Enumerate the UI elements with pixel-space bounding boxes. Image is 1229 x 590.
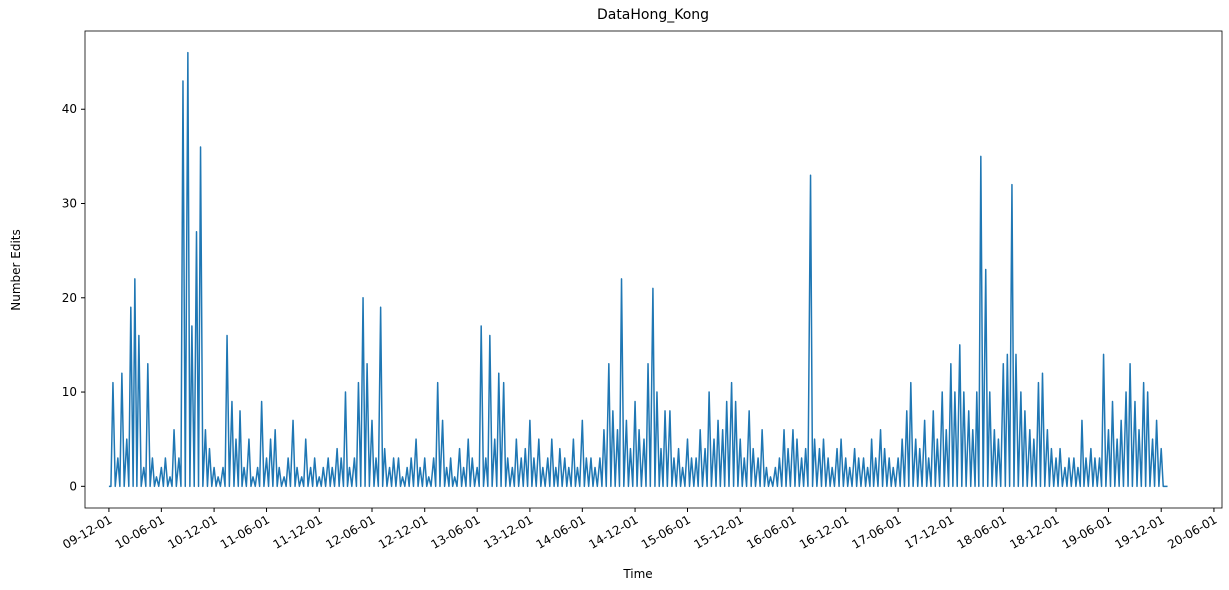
data-line bbox=[108, 51, 1168, 488]
y-tick-label: 40 bbox=[62, 102, 77, 116]
y-axis-label: Number Edits bbox=[9, 229, 23, 311]
y-tick-label: 0 bbox=[69, 479, 77, 493]
y-tick-label: 30 bbox=[62, 197, 77, 211]
x-tick-label: 09-12-01 bbox=[60, 512, 114, 551]
x-tick-label: 13-12-01 bbox=[481, 512, 535, 551]
chart-title: DataHong_Kong bbox=[597, 7, 709, 23]
x-tick-label: 11-12-01 bbox=[271, 512, 325, 551]
x-tick-label: 15-12-01 bbox=[692, 512, 746, 551]
x-tick-label: 15-06-01 bbox=[639, 512, 693, 551]
x-tick-label: 17-06-01 bbox=[849, 512, 903, 551]
x-axis-label: Time bbox=[622, 567, 652, 581]
x-tick-label: 12-06-01 bbox=[323, 512, 377, 551]
x-tick-label: 19-12-01 bbox=[1113, 512, 1167, 551]
y-tick-label: 20 bbox=[62, 291, 77, 305]
x-tick-label: 14-12-01 bbox=[586, 512, 640, 551]
x-tick-label: 16-12-01 bbox=[797, 512, 851, 551]
x-tick-label: 18-06-01 bbox=[955, 512, 1009, 551]
x-tick-label: 10-06-01 bbox=[113, 512, 167, 551]
x-tick-label: 12-12-01 bbox=[376, 512, 430, 551]
plot-frame bbox=[84, 30, 1223, 509]
x-tick-label: 20-06-01 bbox=[1165, 512, 1219, 551]
x-tick-label: 16-06-01 bbox=[744, 512, 798, 551]
x-tick-label: 18-12-01 bbox=[1007, 512, 1061, 551]
x-tick-label: 14-06-01 bbox=[534, 512, 588, 551]
x-tick-label: 13-06-01 bbox=[428, 512, 482, 551]
x-tick-label: 11-06-01 bbox=[218, 512, 272, 551]
x-tick-label: 10-12-01 bbox=[165, 512, 219, 551]
x-tick-label: 19-06-01 bbox=[1060, 512, 1114, 551]
x-tick-label: 17-12-01 bbox=[902, 512, 956, 551]
y-tick-label: 10 bbox=[62, 385, 77, 399]
